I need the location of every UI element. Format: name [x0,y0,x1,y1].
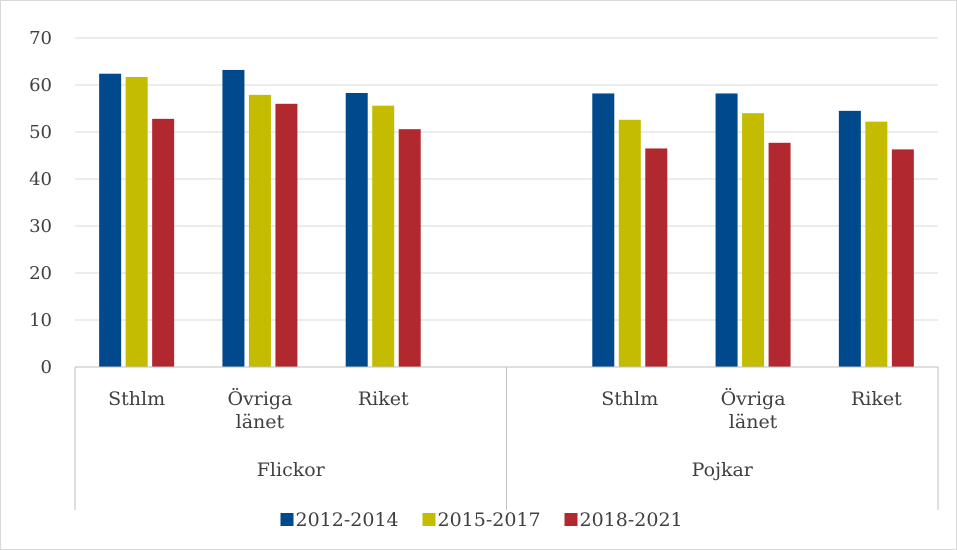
x-group-label: Pojkar [692,459,754,481]
y-tick-label: 0 [41,357,52,378]
legend-item: 2018-2021 [564,509,683,531]
gridlines [75,37,938,321]
bar [125,77,148,367]
bar [838,110,861,367]
y-tick-label: 50 [29,122,52,143]
legend-swatch [564,513,578,526]
bar [345,92,368,368]
legend-swatch [422,513,436,526]
bar [742,113,765,367]
legend-label: 2015-2017 [438,509,541,531]
legend-label: 2018-2021 [580,509,683,531]
legend-item: 2015-2017 [422,509,541,531]
y-tick-label: 30 [29,216,52,237]
bar [865,121,888,367]
bar [372,105,395,368]
bar [152,118,175,367]
legend-label: 2012-2014 [296,509,399,531]
y-tick-label: 60 [29,75,52,96]
bar [891,149,914,367]
y-axis: 0 10 20 30 40 50 60 70 [29,28,52,378]
y-tick-label: 10 [29,310,52,331]
bar [592,93,615,368]
bar [275,103,298,368]
x-tick-label: Sthlm [108,388,165,410]
legend: 2012-2014 2015-2017 2018-2021 [280,509,683,531]
y-tick-label: 20 [29,263,52,284]
y-tick-label: 70 [29,28,52,49]
x-tick-label: Riket [851,388,902,410]
x-tick-label: Sthlm [601,388,658,410]
bar [398,129,421,367]
x-axis: Sthlm Övriga länet Riket Flickor Sthlm Övriga l… [74,366,939,510]
x-tick-label: Övriga länet [227,387,292,433]
x-tick-label: Riket [358,388,409,410]
bar [715,93,738,368]
bar [248,94,271,368]
x-group-label: Flickor [257,459,326,481]
bar [222,69,245,368]
bar [768,142,791,367]
bar [645,148,668,367]
legend-item: 2012-2014 [280,509,399,531]
y-tick-label: 40 [29,169,52,190]
bars [99,69,914,368]
bar [99,73,122,367]
bar [618,119,641,367]
x-tick-label: Övriga länet [721,387,786,433]
legend-swatch [280,513,294,526]
